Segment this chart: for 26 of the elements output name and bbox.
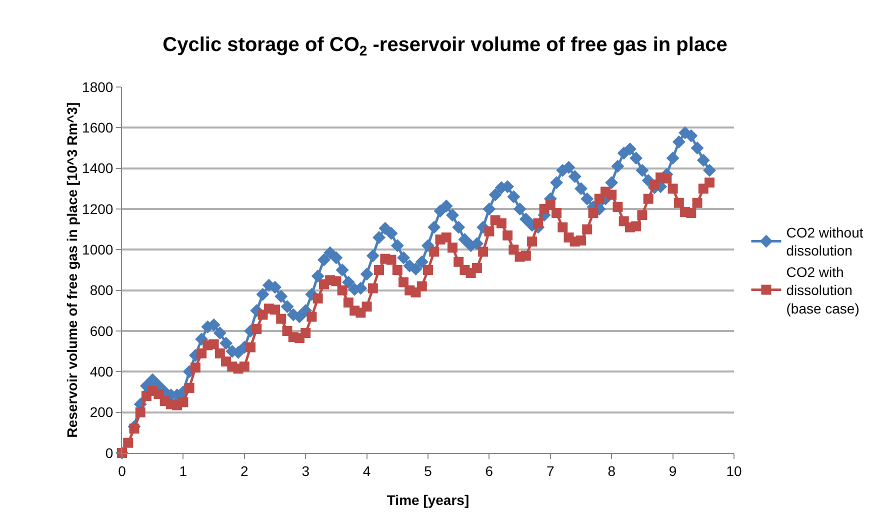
x-tick-label: 7 [546,462,554,479]
x-tick-label: 10 [726,462,742,479]
x-tick-label: 5 [424,462,432,479]
y-tick-label: 1800 [82,78,114,95]
y-tick-label: 800 [90,282,114,298]
y-axis-title: Reservoir volume of free gas in place [10^3 Rm^3] [64,102,80,438]
y-tick-label: 600 [90,322,114,339]
y-tick-label: 1600 [82,120,114,136]
y-tick-label: 0 [105,444,114,461]
x-tick-label: 9 [668,462,677,479]
chart-title: Cyclic storage of CO$_{2}$ -reservoir volume of free gas in place [162,34,728,58]
x-tick-label: 4 [362,462,371,479]
x-tick-label: 0 [118,462,126,479]
x-tick-label: 3 [302,462,310,479]
y-tick-label: 400 [90,364,114,380]
y-tick-label: 1200 [82,200,114,217]
x-tick-label: 1 [179,462,188,479]
y-tick-label: 1000 [82,242,114,258]
y-tick-label: 200 [90,404,114,420]
x-axis-title: Time [years] [386,492,470,508]
x-tick-label: 6 [485,462,494,479]
x-tick-label: 2 [240,462,248,479]
legend-label: CO2 without dissolution [786,224,864,259]
y-tick-label: 1400 [82,160,114,176]
x-tick-label: 8 [608,462,616,479]
legend-label: CO2 with dissolution (base case) [786,264,860,316]
